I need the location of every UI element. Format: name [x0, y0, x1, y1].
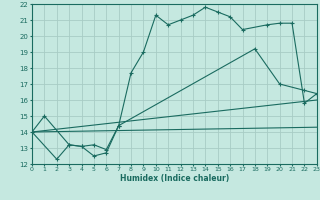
X-axis label: Humidex (Indice chaleur): Humidex (Indice chaleur) [120, 174, 229, 183]
